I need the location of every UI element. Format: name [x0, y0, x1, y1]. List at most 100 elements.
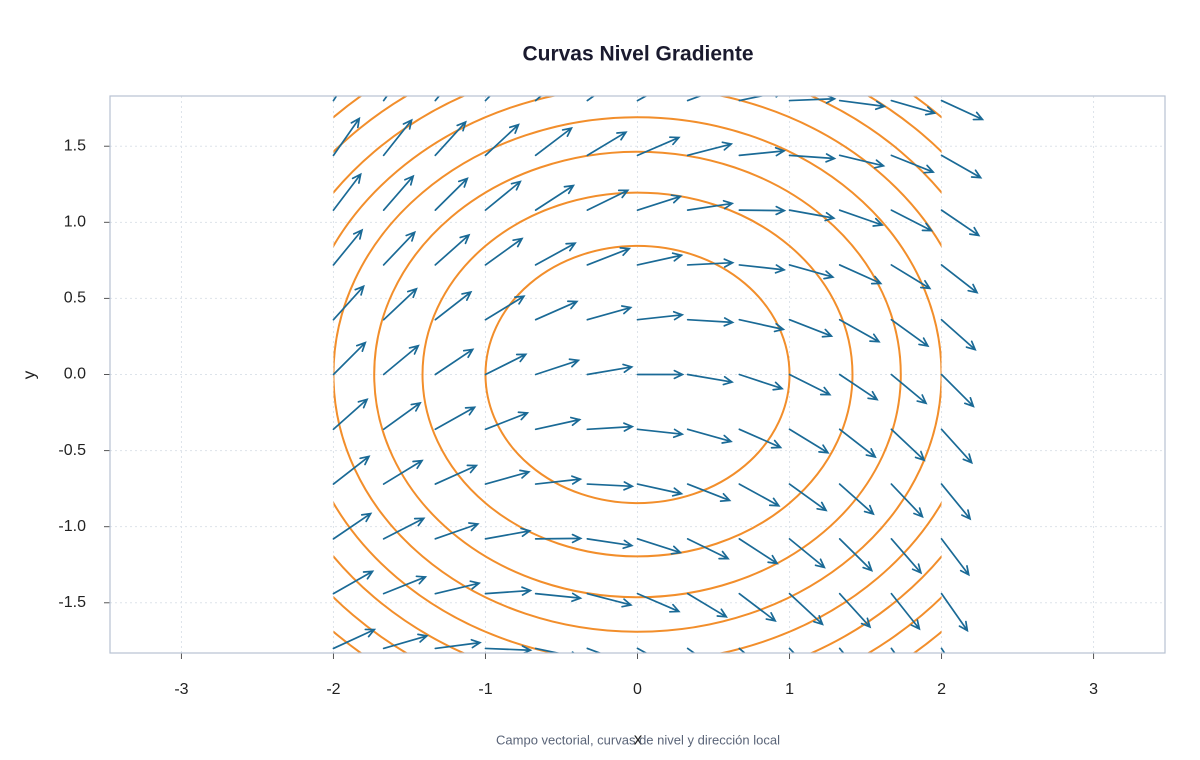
- arrow: [738, 483, 781, 507]
- arrow: [434, 290, 473, 321]
- arrow: [332, 398, 369, 431]
- arrow: [738, 373, 784, 391]
- arrow: [534, 300, 579, 321]
- arrow: [940, 318, 977, 351]
- arrow: [534, 592, 583, 603]
- x-tick-label: -3: [174, 681, 188, 698]
- arrow: [890, 592, 921, 631]
- arrow: [484, 180, 522, 211]
- arrow: [940, 538, 970, 577]
- arrow: [586, 481, 635, 491]
- arrow: [738, 428, 783, 449]
- arrow: [534, 475, 583, 485]
- y-tick-label: 1.0: [64, 214, 86, 231]
- arrow: [586, 647, 603, 653]
- arrow: [686, 258, 735, 268]
- arrow: [484, 469, 531, 485]
- arrow: [484, 237, 524, 266]
- arrow: [434, 406, 477, 431]
- arrow: [636, 428, 685, 439]
- contour-line: [421, 191, 854, 558]
- arrow: [636, 96, 648, 102]
- arrow: [586, 538, 634, 550]
- arrow: [586, 247, 632, 266]
- arrow: [738, 264, 787, 274]
- x-axis-label: x: [634, 729, 643, 748]
- arrow: [434, 177, 469, 211]
- arrow: [890, 538, 923, 575]
- arrow: [636, 538, 683, 555]
- arrow: [434, 96, 441, 102]
- arrow: [838, 264, 883, 285]
- arrow: [636, 369, 685, 380]
- arrow: [586, 305, 633, 321]
- arrow: [636, 647, 648, 653]
- arrow: [332, 284, 365, 321]
- arrow: [738, 592, 777, 623]
- arrow: [484, 123, 520, 157]
- y-tick-label: -1.0: [58, 518, 86, 535]
- arrow: [686, 96, 703, 102]
- arrow: [686, 592, 728, 618]
- arrow: [890, 483, 924, 519]
- arrow: [534, 358, 581, 376]
- arrow: [586, 96, 596, 102]
- arrow: [434, 464, 479, 485]
- arrow: [940, 592, 969, 633]
- arrow: [484, 295, 526, 321]
- caption: Campo vectorial, curvas de nivel y direc…: [496, 732, 780, 747]
- arrow: [940, 154, 983, 179]
- arrow: [332, 512, 373, 540]
- arrow: [382, 96, 389, 102]
- arrow: [838, 99, 887, 111]
- arrow: [382, 344, 420, 376]
- arrow: [838, 647, 845, 653]
- y-tick-label: 1.5: [64, 137, 86, 154]
- arrow: [940, 264, 979, 294]
- arrow: [636, 483, 684, 497]
- arrow: [534, 647, 576, 653]
- arrow: [686, 317, 735, 327]
- arrow: [636, 310, 685, 321]
- arrow: [332, 172, 362, 211]
- arrow: [332, 570, 375, 595]
- arrow: [534, 533, 583, 544]
- arrow: [332, 228, 364, 266]
- arrow: [686, 483, 732, 502]
- arrow: [484, 586, 533, 596]
- y-tick-label: 0.0: [64, 366, 86, 383]
- arrow: [940, 209, 981, 237]
- arrow: [484, 527, 532, 540]
- x-tick-label: 2: [937, 681, 946, 698]
- arrow: [788, 592, 824, 626]
- arrow: [382, 174, 415, 211]
- arrow: [738, 146, 787, 157]
- arrow: [738, 318, 786, 333]
- arrow: [586, 363, 634, 376]
- arrow: [788, 264, 835, 280]
- arrow: [940, 99, 985, 121]
- arrow: [788, 318, 834, 338]
- arrow: [838, 154, 886, 169]
- arrow: [940, 483, 972, 521]
- arrow: [332, 96, 338, 102]
- arrow: [534, 416, 582, 431]
- arrow: [686, 428, 733, 444]
- arrow: [586, 189, 630, 211]
- arrow: [890, 318, 930, 348]
- y-tick-label: -1.5: [58, 594, 86, 611]
- arrow: [382, 118, 413, 157]
- arrow: [484, 353, 528, 376]
- arrow: [738, 205, 787, 216]
- arrow: [434, 348, 475, 376]
- arrow: [686, 373, 734, 386]
- arrow: [838, 318, 881, 343]
- chart-title: Curvas Nivel Gradiente: [522, 43, 753, 66]
- arrow: [434, 638, 482, 650]
- arrow: [788, 209, 836, 222]
- arrow: [890, 99, 937, 116]
- arrow: [890, 209, 934, 232]
- arrow: [838, 373, 879, 401]
- arrow: [534, 242, 577, 266]
